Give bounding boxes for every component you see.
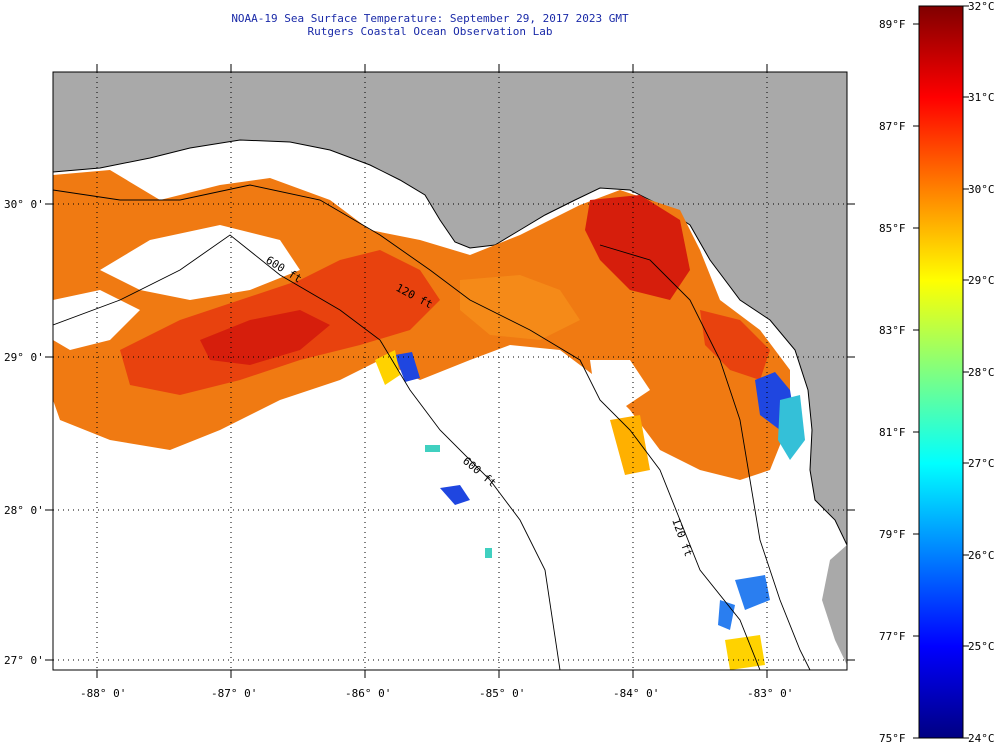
cb-label-75f: 75°F: [879, 732, 906, 745]
lat-label-30: 30° 0': [4, 198, 44, 211]
land-mass: [53, 72, 847, 545]
map-title: NOAA-19 Sea Surface Temperature: Septemb…: [231, 12, 629, 25]
coastline: [53, 139, 847, 546]
cb-label-26c: 26°C: [968, 549, 995, 562]
plot-frame: [52, 71, 848, 671]
isobaths: [53, 184, 811, 670]
lat-label-28: 28° 0': [4, 504, 44, 517]
cb-label-30c: 30°C: [968, 183, 995, 196]
cb-label-32c: 32°C: [968, 0, 995, 13]
cb-label-83f: 83°F: [879, 324, 906, 337]
axis-ticks: [45, 64, 855, 678]
cb-label-85f: 85°F: [879, 222, 906, 235]
lon-label-87: -87° 0': [211, 687, 257, 700]
colorbar-ticks: [913, 5, 969, 739]
lat-label-27: 27° 0': [4, 654, 44, 667]
cb-label-89f: 89°F: [879, 18, 906, 31]
cb-label-28c: 28°C: [968, 366, 995, 379]
land-peninsula-south: [822, 545, 847, 665]
cb-label-25c: 25°C: [968, 640, 995, 653]
lat-label-29: 29° 0': [4, 351, 44, 364]
lon-label-83: -83° 0': [747, 687, 793, 700]
cb-label-77f: 77°F: [879, 630, 906, 643]
sst-cool-patches: [375, 350, 805, 670]
lon-label-88: -88° 0': [80, 687, 126, 700]
map-subtitle: Rutgers Coastal Ocean Observation Lab: [307, 25, 553, 38]
lon-label-84: -84° 0': [613, 687, 659, 700]
map-layers: 600 ft 120 ft 600 ft 120 ft: [53, 72, 847, 670]
cb-label-29c: 29°C: [968, 274, 995, 287]
colorbar: [918, 5, 964, 739]
cb-label-81f: 81°F: [879, 426, 906, 439]
cb-label-24c: 24°C: [968, 732, 995, 745]
cb-label-27c: 27°C: [968, 457, 995, 470]
lon-label-86: -86° 0': [345, 687, 391, 700]
cb-label-87f: 87°F: [879, 120, 906, 133]
cb-label-31c: 31°C: [968, 91, 995, 104]
lon-label-85: -85° 0': [479, 687, 525, 700]
cb-label-79f: 79°F: [879, 528, 906, 541]
